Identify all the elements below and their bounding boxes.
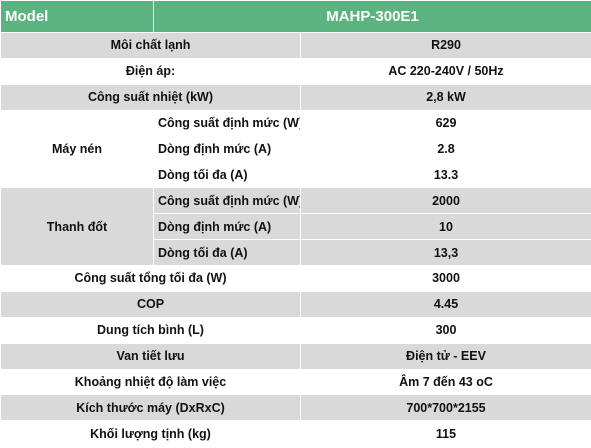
row-label: Dòng tối đa (A): [153, 239, 301, 267]
row-value: 629: [299, 109, 591, 137]
row-value: 115: [299, 420, 591, 448]
row-value: AC 220-240V / 50Hz: [299, 57, 591, 85]
row-value: 3000: [299, 265, 591, 292]
table-row: Khối lượng tịnh (kg) 115: [0, 420, 591, 448]
table-row: Công suất nhiệt (kW) 2,8 kW: [0, 83, 591, 111]
row-value: 4.45: [299, 290, 591, 318]
row-value: 2000: [299, 187, 591, 215]
table-row: Dòng định mức (A) 2.8: [1, 135, 591, 163]
row-value: 2,8 kW: [299, 83, 591, 111]
row-value: 2.8: [299, 135, 591, 163]
table-row: Dòng tối đa (A) 13,3: [1, 239, 591, 267]
header-value: MAHP-300E1: [152, 0, 591, 33]
row-label: Khối lượng tịnh (kg): [0, 420, 301, 448]
row-value: 13,3: [299, 239, 591, 267]
row-label: Công suất định mức (W): [153, 187, 301, 215]
table-row: Khoảng nhiệt độ làm việc Âm 7 đến 43 oC: [0, 368, 591, 396]
row-value: 300: [299, 316, 591, 344]
row-value: 700*700*2155: [299, 394, 591, 422]
table-row: Dung tích bình (L) 300: [0, 316, 591, 344]
table-row: Dòng tối đa (A) 13.3: [1, 161, 591, 189]
group-label: Thanh đốt: [0, 187, 154, 267]
table-row: Môi chất lạnh R290: [0, 32, 591, 59]
table-row: Kích thước máy (DxRxC) 700*700*2155: [0, 394, 591, 422]
row-value: Điện tử - EEV: [299, 342, 591, 370]
row-label: Điện áp:: [0, 57, 301, 85]
row-value: Âm 7 đến 43 oC: [299, 368, 591, 396]
row-value: 10: [299, 213, 591, 241]
row-label: Dung tích bình (L): [0, 316, 301, 344]
row-label: Công suất tổng tối đa (W): [0, 265, 301, 292]
row-value: 13.3: [299, 161, 591, 189]
row-label: Công suất định mức (W): [153, 109, 301, 137]
row-label: Công suất nhiệt (kW): [0, 83, 301, 111]
table-row: Điện áp: AC 220-240V / 50Hz: [0, 57, 591, 85]
table-row: Máy nén Công suất định mức (W) 629: [0, 109, 591, 189]
row-label: Khoảng nhiệt độ làm việc: [0, 368, 301, 396]
group-label: Máy nén: [0, 109, 154, 189]
row-label: COP: [0, 290, 301, 318]
row-label: Dòng định mức (A): [153, 213, 301, 241]
row-label: Dòng tối đa (A): [153, 161, 301, 189]
table-row: Thanh đốt Công suất định mức (W) 2000: [0, 187, 591, 267]
table-row: COP 4.45: [0, 290, 591, 318]
table-row: Van tiết lưu Điện tử - EEV: [0, 342, 591, 370]
row-label: Môi chất lạnh: [0, 32, 301, 59]
table-row: Dòng định mức (A) 10: [1, 213, 591, 241]
row-label: Dòng định mức (A): [153, 135, 301, 163]
row-value: R290: [299, 32, 591, 59]
row-label: Kích thước máy (DxRxC): [0, 394, 301, 422]
row-label: Van tiết lưu: [0, 342, 301, 370]
header-row: Model MAHP-300E1: [0, 0, 591, 33]
header-label: Model: [0, 0, 154, 33]
table-row: Công suất tổng tối đa (W) 3000: [0, 265, 591, 292]
